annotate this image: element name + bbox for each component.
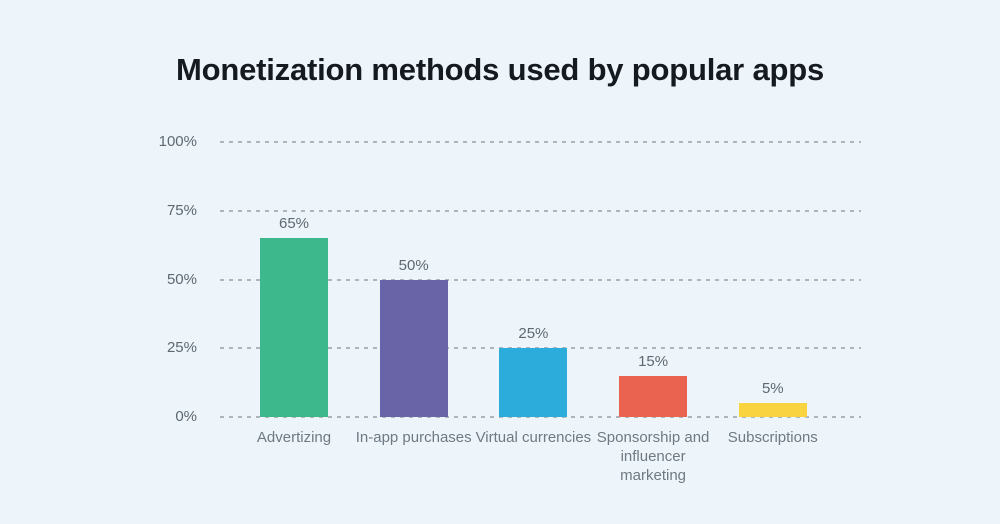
y-axis-tick-label: 0% bbox=[175, 408, 197, 425]
x-axis-category-label: Subscriptions bbox=[727, 429, 818, 446]
chart-title: Monetization methods used by popular app… bbox=[175, 52, 824, 87]
y-axis-tick-label: 25% bbox=[166, 339, 197, 357]
bar-value-label: 5% bbox=[761, 380, 784, 398]
bar-value-label: 50% bbox=[398, 256, 429, 274]
bar-in-app-purchases bbox=[379, 279, 448, 417]
x-axis-category-label: Advertizing bbox=[256, 429, 332, 446]
x-axis-category-label: In-app purchases bbox=[355, 429, 472, 446]
gridline-100 bbox=[220, 141, 861, 143]
y-axis-tick-label: 50% bbox=[166, 270, 197, 288]
bar-value-label: 65% bbox=[278, 215, 310, 233]
x-axis-category-label: Virtual currencies bbox=[475, 429, 592, 446]
gridline-50 bbox=[220, 278, 861, 281]
gridline-0 bbox=[220, 416, 861, 418]
bar-value-label: 15% bbox=[638, 352, 669, 370]
bar-advertizing bbox=[260, 238, 328, 417]
y-axis-tick-label: 100% bbox=[158, 133, 197, 150]
y-axis-tick-label: 75% bbox=[166, 201, 197, 219]
x-axis-category-label: Sponsorship and influencer marketing bbox=[596, 429, 710, 484]
bar-virtual-currencies bbox=[499, 348, 568, 417]
plot-area: 100% 75% 50% 25% 0% 65% Advertizing 50% In-app p… bbox=[159, 133, 861, 484]
bar-subscriptions bbox=[738, 403, 807, 417]
bar-sponsorship-and-influencer-marketing bbox=[619, 375, 688, 417]
bar-value-label: 25% bbox=[518, 325, 549, 343]
gridline-75 bbox=[220, 209, 861, 212]
